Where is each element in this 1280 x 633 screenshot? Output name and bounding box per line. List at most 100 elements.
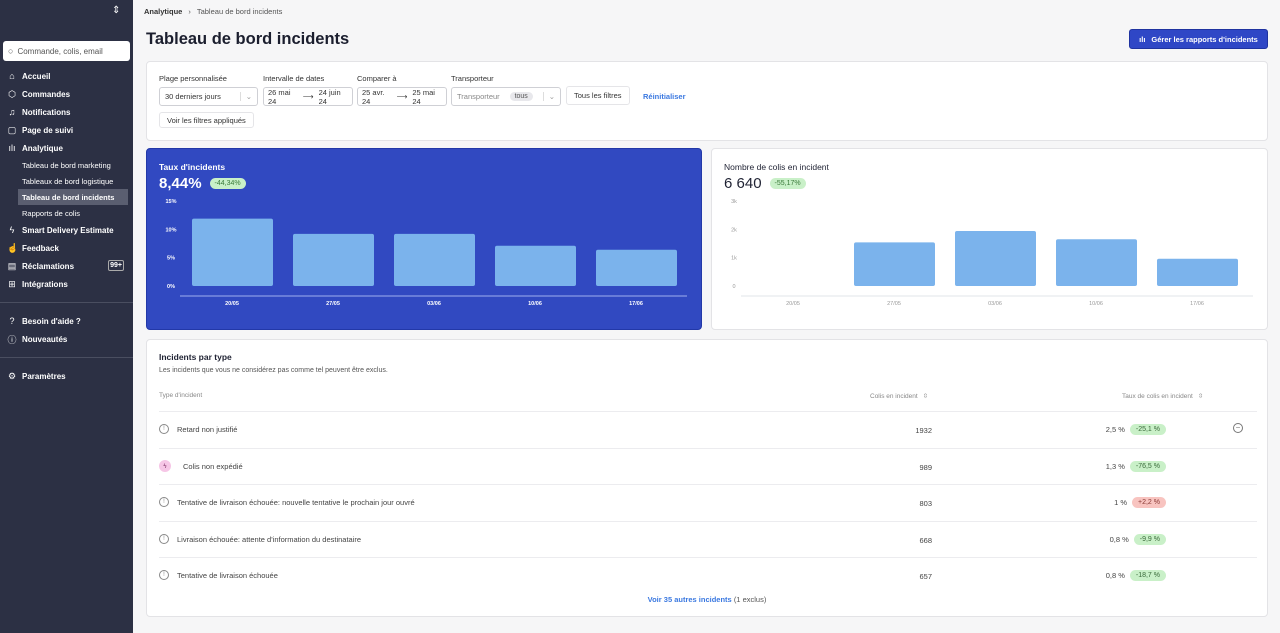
search-input[interactable]: [17, 46, 118, 56]
more-note: (1 exclus): [733, 595, 767, 604]
bar-chart: 0 1k 2k 3k 20/05 27/05 03/06 10/06 17/06: [731, 199, 1253, 307]
sort-icon[interactable]: ⇳: [922, 393, 929, 400]
headline-value: 6 640: [724, 175, 762, 192]
sidebar-item-settings[interactable]: ⚙ Paramètres: [0, 367, 133, 385]
incident-count: 989: [919, 462, 932, 472]
x-tick-label: 20/05: [225, 301, 239, 307]
workspace-switcher-icon[interactable]: ⇕: [112, 5, 121, 16]
table-row[interactable]: ! Retard non justifié 1932 2,5 % -25,1 % …: [159, 411, 1257, 447]
incident-type: Tentative de livraison échouée: [177, 571, 278, 580]
incident-rate: 1,3 % -76,5 %: [1106, 460, 1166, 472]
carrier-filter: Transporteur Transporteur tous ⌄: [451, 74, 561, 106]
sidebar-item-analytique[interactable]: ılı Analytique: [0, 139, 133, 157]
bar[interactable]: [854, 242, 935, 286]
table-row[interactable]: ! Tentative de livraison échouée: nouvel…: [159, 484, 1257, 520]
info-circle-icon: !: [159, 533, 169, 544]
range-select[interactable]: 30 derniers jours ⌄: [159, 87, 258, 106]
sort-icon[interactable]: ⇳: [1197, 393, 1204, 400]
sidebar-item-label: Réclamations: [22, 261, 75, 271]
info-circle-icon: !: [159, 570, 169, 580]
sidebar-item-label: Feedback: [22, 243, 59, 253]
bar[interactable]: [596, 249, 677, 286]
exclude-icon[interactable]: −: [1233, 423, 1243, 433]
bar[interactable]: [394, 233, 475, 286]
breadcrumb-root[interactable]: Analytique: [144, 7, 183, 16]
table-subtitle: Les incidents que vous ne considérez pas…: [159, 367, 388, 374]
sidebar: ⇕ ○ ⌂ Accueil ⬡ Commandes ♫ Notifications ▢…: [0, 0, 133, 633]
x-tick-label: 10/06: [528, 301, 542, 307]
incident-rate-card: Taux d'incidents 8,44% -44,34% 0% 5% 10% 15%…: [146, 148, 702, 330]
chart-title: Nombre de colis en incident: [724, 162, 829, 172]
delta-badge: -18,7 %: [1129, 570, 1166, 581]
sidebar-item-smart-delivery[interactable]: ϟ Smart Delivery Estimate: [0, 221, 133, 239]
x-tick-label: 17/06: [629, 301, 643, 307]
sidebar-item-feedback[interactable]: ☝ Feedback: [0, 239, 133, 257]
sidebar-item-label: Paramètres: [22, 371, 66, 381]
bar[interactable]: [495, 245, 576, 286]
delta-badge: -25,1 %: [1129, 424, 1166, 435]
divider: [0, 357, 133, 358]
column-header-count[interactable]: Colis en incident ⇳: [870, 392, 929, 401]
more-incidents-link[interactable]: Voir 35 autres incidents: [647, 595, 732, 604]
sidebar-item-help[interactable]: ? Besoin d'aide ?: [0, 312, 133, 330]
sidebar-item-news[interactable]: ⓘ Nouveautés: [0, 330, 133, 348]
y-tick-label: 5%: [167, 256, 175, 262]
x-tick-label: 17/06: [1190, 301, 1204, 307]
arrow-right-icon: ⟶: [396, 92, 408, 101]
sidebar-item-label: Notifications: [22, 107, 71, 117]
date-range-input[interactable]: 26 mai 24 ⟶ 24 juin 24: [263, 87, 353, 106]
x-tick-label: 20/05: [786, 301, 800, 307]
bell-icon: ♫: [8, 107, 16, 117]
sidebar-subitem-logistique[interactable]: Tableaux de bord logistique: [22, 176, 114, 186]
breadcrumb-current: Tableau de bord incidents: [196, 7, 283, 16]
manage-reports-button[interactable]: ılı Gérer les rapports d'incidents: [1129, 29, 1268, 49]
incident-rate: 0,8 % -18,7 %: [1106, 570, 1166, 581]
divider: [0, 302, 133, 303]
select-placeholder: Transporteur: [457, 92, 500, 101]
all-filters-button[interactable]: Tous les filtres: [566, 86, 630, 105]
reset-link[interactable]: Réinitialiser: [643, 92, 686, 101]
bar[interactable]: [1157, 258, 1238, 286]
select-value: 30 derniers jours: [165, 92, 221, 101]
sidebar-subitem-incidents[interactable]: Tableau de bord incidents: [18, 189, 128, 205]
carrier-select[interactable]: Transporteur tous ⌄: [451, 87, 561, 106]
archive-icon: ▤: [7, 260, 17, 271]
filters-panel: Plage personnalisée 30 derniers jours ⌄ I…: [146, 61, 1268, 141]
sidebar-subitem-marketing[interactable]: Tableau de bord marketing: [22, 160, 111, 170]
table-row[interactable]: ! Tentative de livraison échouée 657 0,8…: [159, 557, 1257, 593]
sidebar-item-notifications[interactable]: ♫ Notifications: [0, 103, 133, 121]
compare-range-input[interactable]: 25 avr. 24 ⟶ 25 mai 24: [357, 87, 447, 106]
bar-chart: 0% 5% 10% 15% 20/05 27/05 03/06 10/06 17/06: [165, 199, 687, 307]
sidebar-item-label: Besoin d'aide ?: [22, 316, 81, 326]
column-header-rate[interactable]: Taux de colis en incident ⇳: [1122, 392, 1204, 401]
sidebar-item-accueil[interactable]: ⌂ Accueil: [0, 67, 133, 85]
integrations-icon: ⊞: [8, 278, 16, 289]
sidebar-item-reclamations[interactable]: ▤ Réclamations 99+: [0, 257, 133, 275]
y-tick-label: 15%: [165, 199, 176, 205]
delta-badge: -76,5 %: [1129, 460, 1166, 472]
bar-chart-icon: ılı: [8, 143, 16, 153]
home-icon: ⌂: [9, 71, 15, 81]
date-to: 25 mai 24: [412, 87, 435, 106]
sidebar-item-page-de-suivi[interactable]: ▢ Page de suivi: [0, 121, 133, 139]
count-badge: 99+: [108, 260, 124, 271]
sidebar-subitem-rapports[interactable]: Rapports de colis: [22, 208, 80, 218]
lightning-icon: ϟ: [159, 459, 171, 472]
search-box[interactable]: ○: [3, 41, 130, 61]
delta-badge: +2,2 %: [1132, 497, 1166, 508]
carrier-pill: tous: [509, 92, 533, 101]
table-row[interactable]: ! Livraison échouée: attente d'informati…: [159, 520, 1257, 557]
bar[interactable]: [293, 233, 374, 286]
bar[interactable]: [1056, 239, 1137, 286]
rate-value: 0,8 %: [1105, 571, 1125, 580]
incident-count: 657: [919, 572, 932, 581]
bar[interactable]: [192, 218, 273, 286]
column-label: Colis en incident: [870, 392, 918, 400]
applied-filters-button[interactable]: Voir les filtres appliqués: [159, 112, 254, 128]
bar[interactable]: [955, 231, 1036, 286]
y-tick-label: 0%: [167, 284, 175, 290]
sidebar-item-commandes[interactable]: ⬡ Commandes: [0, 85, 133, 103]
sidebar-item-label: Smart Delivery Estimate: [22, 225, 114, 235]
table-row[interactable]: ϟ Colis non expédié 989 1,3 % -76,5 %: [159, 447, 1257, 484]
sidebar-item-integrations[interactable]: ⊞ Intégrations: [0, 275, 133, 293]
